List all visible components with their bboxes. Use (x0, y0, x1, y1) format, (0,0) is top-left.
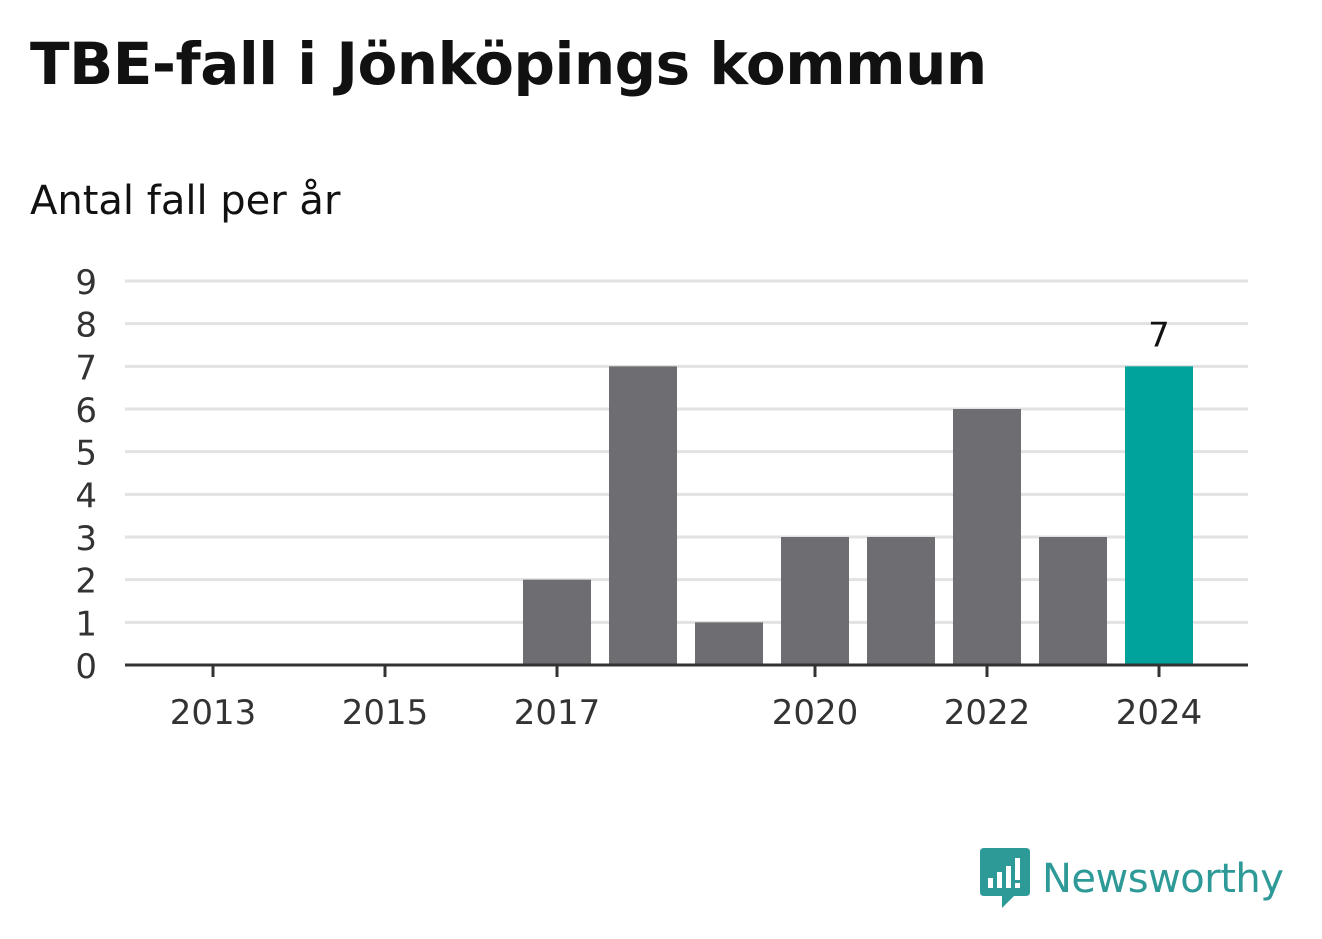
y-tick-label: 0 (75, 647, 97, 687)
bar-2017 (523, 579, 591, 665)
y-tick-label: 8 (75, 306, 97, 346)
x-tick-label: 2015 (342, 693, 429, 733)
chart-subtitle: Antal fall per år (30, 178, 341, 224)
bar-2019 (695, 622, 763, 665)
bar-2022 (953, 409, 1021, 665)
y-tick-label: 6 (75, 391, 97, 431)
bar-2021 (867, 537, 935, 665)
x-tick-label: 2022 (944, 693, 1031, 733)
bar-2018 (609, 366, 677, 665)
x-tick-label: 2024 (1116, 693, 1203, 733)
bar-2020 (781, 537, 849, 665)
bar-2023 (1039, 537, 1107, 665)
bar-2024 (1125, 366, 1193, 665)
x-tick-label: 2020 (772, 693, 859, 733)
y-tick-label: 7 (75, 348, 97, 388)
y-tick-label: 4 (75, 476, 97, 516)
x-tick-label: 2017 (514, 693, 601, 733)
newsworthy-logo: Newsworthy (980, 848, 1284, 910)
data-label: 7 (1148, 315, 1170, 355)
y-tick-label: 5 (75, 434, 97, 474)
y-tick-label: 3 (75, 519, 97, 559)
y-tick-label: 2 (75, 562, 97, 602)
x-tick-label: 2013 (170, 693, 257, 733)
newsworthy-logo-text: Newsworthy (1042, 856, 1284, 902)
y-tick-label: 9 (75, 263, 97, 303)
chart-title: TBE-fall i Jönköpings kommun (30, 30, 987, 98)
newsworthy-logo-icon (980, 848, 1030, 908)
y-tick-label: 1 (75, 604, 97, 644)
